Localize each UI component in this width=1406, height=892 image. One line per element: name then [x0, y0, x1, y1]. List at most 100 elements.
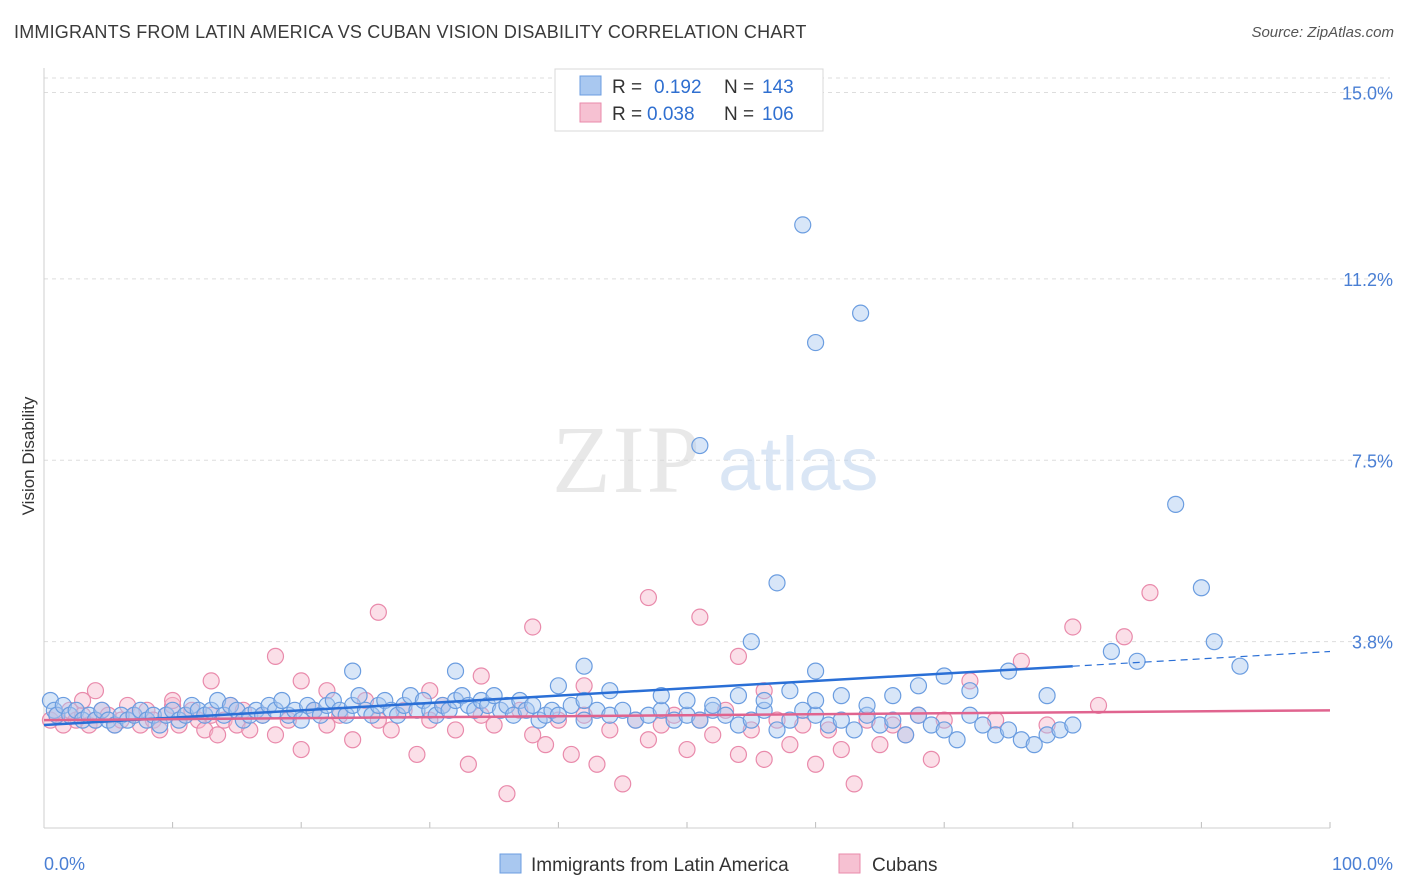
- immigrants-point-135: [909, 677, 928, 695]
- legend-r-label-pink: R =: [612, 104, 642, 125]
- cubans-point-39: [344, 731, 362, 749]
- cubans-point-42: [382, 721, 400, 739]
- cubans-point-97: [202, 672, 220, 690]
- cubans-point-77: [832, 740, 850, 759]
- immigrants-point-122: [549, 677, 568, 695]
- cubans-point-78: [845, 775, 863, 793]
- x-tick-label-1: 100.0%: [1332, 854, 1393, 874]
- cubans-point-17: [151, 721, 169, 739]
- cubans-point-102: [472, 667, 490, 685]
- immigrants-point-153: [344, 662, 362, 680]
- immigrants-point-125: [652, 687, 670, 705]
- immigrants-point-113: [974, 716, 992, 734]
- cubans-point-84: [922, 750, 940, 768]
- immigrants-point-110: [935, 721, 953, 739]
- immigrants-point-94: [729, 716, 748, 734]
- immigrants-point-109: [922, 716, 940, 734]
- cubans-point-53: [524, 726, 542, 744]
- cubans-point-80: [871, 736, 889, 754]
- cubans-point-44: [408, 745, 426, 764]
- immigrants-point-132: [832, 687, 850, 705]
- immigrants-point-9: [93, 701, 111, 719]
- immigrants-point-48: [344, 696, 362, 715]
- immigrants-point-83: [588, 701, 606, 719]
- legend-r-value-pink: 0.038: [647, 104, 695, 125]
- immigrants-point-85: [614, 701, 632, 719]
- y-tick-label-0: 3.8%: [1352, 633, 1393, 653]
- legend-swatch-pink: [579, 102, 602, 123]
- cubans-point-109: [292, 672, 310, 690]
- immigrants-point-127: [704, 696, 722, 715]
- cubans-point-48: [459, 755, 477, 773]
- cubans-point-65: [678, 740, 696, 759]
- immigrants-point-61: [427, 706, 445, 724]
- chart-title: IMMIGRANTS FROM LATIN AMERICA VS CUBAN V…: [14, 22, 807, 42]
- immigrants-point-126: [678, 691, 696, 710]
- immigrants-point-147: [852, 304, 870, 322]
- immigrants-point-67: [466, 701, 484, 719]
- cubans-point-54: [536, 736, 555, 754]
- immigrants-point-97: [768, 721, 786, 739]
- legend-n-label-pink: N =: [724, 104, 754, 125]
- immigrants-point-114: [987, 726, 1005, 744]
- cubans-point-51: [498, 785, 516, 803]
- immigrants-point-140: [1102, 642, 1120, 661]
- immigrants-point-108: [909, 706, 928, 724]
- immigrants-point-139: [1038, 687, 1056, 705]
- y-tick-label-3: 15.0%: [1342, 84, 1393, 104]
- immigrants-point-111: [948, 731, 966, 749]
- immigrants-point-128: [729, 687, 748, 705]
- immigrants-point-118: [1038, 726, 1056, 744]
- immigrants-point-69: [479, 696, 497, 715]
- immigrants-point-102: [832, 711, 850, 729]
- immigrants-point-152: [575, 657, 593, 675]
- immigrants-point-154: [806, 662, 825, 680]
- stats-legend: R = 0.192 N = 143 R = 0.038 N = 106: [554, 68, 824, 132]
- cubans-point-62: [639, 731, 658, 749]
- cubans-point-99: [318, 682, 336, 700]
- immigrants-point-95: [742, 711, 760, 729]
- grid-lines: [43, 77, 1390, 828]
- source-credit: Source: ZipAtlas.com: [1251, 24, 1394, 41]
- watermark: ZIP atlas: [552, 406, 879, 513]
- watermark-atlas: atlas: [718, 422, 879, 507]
- cubans-point-104: [575, 677, 593, 695]
- immigrants-point-116: [1012, 731, 1030, 749]
- x-tick-label-0: 0.0%: [44, 854, 85, 874]
- immigrants-point-134: [884, 687, 902, 705]
- cubans-point-63: [652, 716, 670, 734]
- axes: [43, 68, 1330, 829]
- immigrants-point-148: [806, 333, 825, 352]
- y-tick-label-1: 7.5%: [1352, 451, 1393, 471]
- immigrants-point-133: [858, 696, 876, 715]
- cubans-point-24: [196, 721, 214, 739]
- cubans-point-33: [266, 726, 285, 744]
- cubans-point-47: [446, 721, 465, 739]
- immigrants-point-142: [1167, 495, 1185, 513]
- cubans-point-35: [292, 740, 310, 759]
- immigrants-point-65: [453, 687, 471, 705]
- cubans-point-100: [369, 603, 387, 621]
- immigrants-point-123: [575, 691, 593, 710]
- immigrants-point-105: [871, 716, 889, 734]
- immigrants-trend-line: [43, 664, 1073, 727]
- cubans-trend-line: [43, 709, 1331, 722]
- immigrants-point-146: [794, 216, 812, 234]
- cubans-point-90: [1064, 618, 1082, 636]
- immigrants-point-107: [897, 726, 915, 744]
- legend-r-value-blue: 0.192: [654, 77, 702, 98]
- immigrants-point-149: [691, 436, 709, 455]
- y-tick-labels: 3.8% 7.5% 11.2% 15.0%: [1342, 84, 1393, 653]
- series-legend-label-blue: Immigrants from Latin America: [531, 855, 789, 876]
- immigrants-point-55: [389, 706, 407, 724]
- immigrants-point-143: [1192, 579, 1211, 597]
- legend-n-value-blue: 143: [762, 77, 794, 98]
- series-legend-swatch-blue: [499, 853, 522, 874]
- immigrants-point-150: [768, 574, 786, 592]
- cubans-point-107: [729, 647, 748, 665]
- cubans-point-59: [601, 721, 619, 739]
- cubans-point-31: [241, 721, 259, 739]
- immigrants-point-120: [1064, 716, 1082, 734]
- immigrants-point-18: [151, 716, 169, 734]
